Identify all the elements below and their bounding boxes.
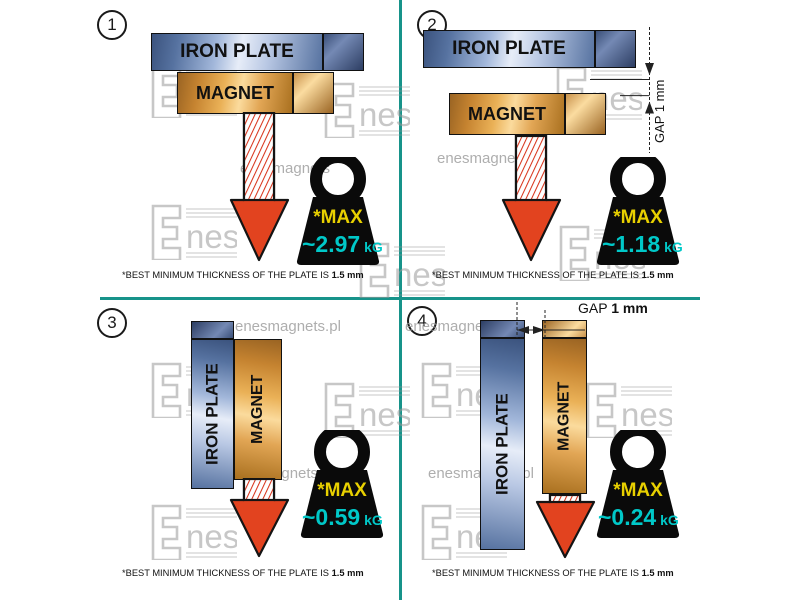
- svg-text:*MAX: *MAX: [313, 207, 363, 228]
- svg-text:*MAX: *MAX: [613, 207, 663, 228]
- svg-text:GAP 1 mm: GAP 1 mm: [652, 80, 667, 143]
- svg-text:*MAX: *MAX: [317, 480, 367, 501]
- svg-text:*MAX: *MAX: [613, 480, 663, 501]
